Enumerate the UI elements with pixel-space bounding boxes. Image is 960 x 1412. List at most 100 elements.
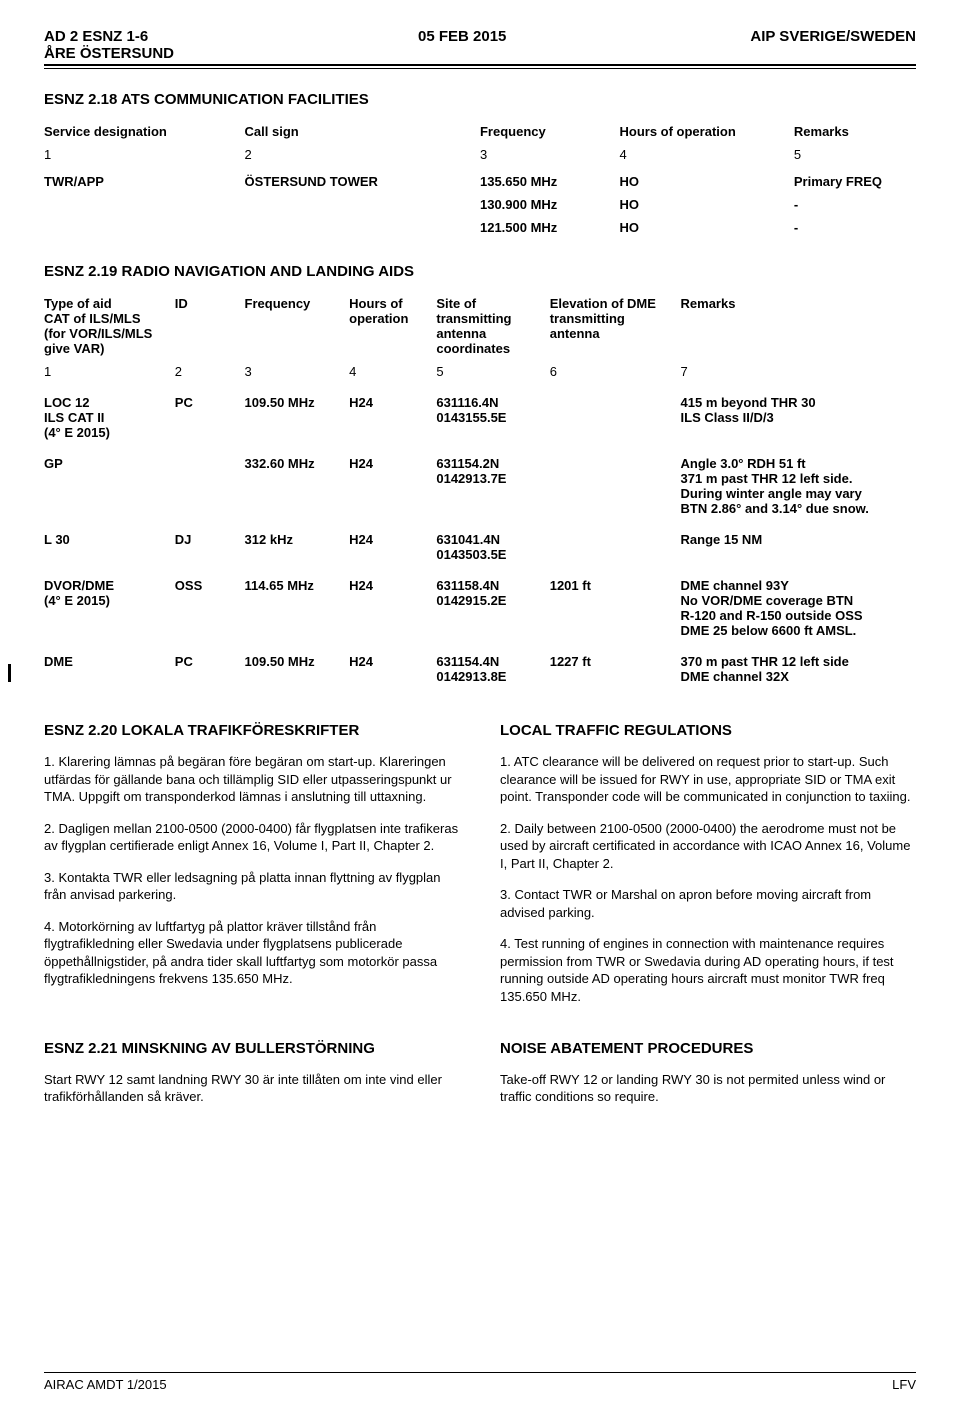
table-cell bbox=[245, 214, 480, 237]
page: AD 2 ESNZ 1-6 ÅRE ÖSTERSUND 05 FEB 2015 … bbox=[0, 0, 960, 1412]
table-cell: 631154.4N 0142913.8E bbox=[436, 648, 549, 694]
col-num: 1 bbox=[44, 145, 245, 172]
table-cell bbox=[245, 191, 480, 214]
table-cell: 312 kHz bbox=[245, 526, 350, 572]
section-220-right-para: 4. Test running of engines in connection… bbox=[500, 935, 916, 1005]
header-right: AIP SVERIGE/SWEDEN bbox=[750, 28, 916, 62]
footer-right: LFV bbox=[892, 1377, 916, 1392]
section-220-right-title: LOCAL TRAFFIC REGULATIONS bbox=[500, 722, 916, 739]
col-num: 1 bbox=[44, 362, 175, 389]
table-cell: HO bbox=[620, 172, 794, 191]
table-cell: Angle 3.0° RDH 51 ft 371 m past THR 12 l… bbox=[681, 450, 916, 526]
col-num: 3 bbox=[245, 362, 350, 389]
col-header: Call sign bbox=[245, 122, 480, 145]
table-cell: HO bbox=[620, 191, 794, 214]
table-cell: H24 bbox=[349, 648, 436, 694]
table-cell: ÖSTERSUND TOWER bbox=[245, 172, 480, 191]
section-220-left: ESNZ 2.20 LOKALA TRAFIKFÖRESKRIFTER 1. K… bbox=[44, 722, 460, 1020]
table-cell: 332.60 MHz bbox=[245, 450, 350, 526]
table-header-row: Type of aid CAT of ILS/MLS (for VOR/ILS/… bbox=[44, 294, 916, 362]
col-num: 4 bbox=[620, 145, 794, 172]
section-220-right-para: 2. Daily between 2100-0500 (2000-0400) t… bbox=[500, 820, 916, 873]
table-cell bbox=[44, 191, 245, 214]
section-219-title: ESNZ 2.19 RADIO NAVIGATION AND LANDING A… bbox=[44, 263, 916, 280]
col-header: ID bbox=[175, 294, 245, 362]
table-row: GP332.60 MHzH24631154.2N 0142913.7EAngle… bbox=[44, 450, 916, 526]
table-cell: DME bbox=[44, 648, 175, 694]
col-num: 5 bbox=[436, 362, 549, 389]
table-218: Service designation Call sign Frequency … bbox=[44, 122, 916, 237]
table-cell: 121.500 MHz bbox=[480, 214, 620, 237]
table-cell: TWR/APP bbox=[44, 172, 245, 191]
table-cell: PC bbox=[175, 648, 245, 694]
table-cell: H24 bbox=[349, 450, 436, 526]
col-header: Remarks bbox=[794, 122, 916, 145]
table-row: L 30DJ312 kHzH24631041.4N 0143503.5ERang… bbox=[44, 526, 916, 572]
table-cell: 135.650 MHz bbox=[480, 172, 620, 191]
col-header: Frequency bbox=[480, 122, 620, 145]
section-220-left-para: 2. Dagligen mellan 2100-0500 (2000-0400)… bbox=[44, 820, 460, 855]
table-cell bbox=[550, 450, 681, 526]
col-header: Frequency bbox=[245, 294, 350, 362]
table-cell: H24 bbox=[349, 389, 436, 450]
table-cell: OSS bbox=[175, 572, 245, 648]
table-row: 121.500 MHzHO- bbox=[44, 214, 916, 237]
table-row: DMEPC109.50 MHzH24631154.4N 0142913.8E12… bbox=[44, 648, 916, 694]
page-footer: AIRAC AMDT 1/2015 LFV bbox=[44, 1372, 916, 1392]
table-cell: DVOR/DME (4° E 2015) bbox=[44, 572, 175, 648]
col-header: Hours of operation bbox=[620, 122, 794, 145]
col-num: 5 bbox=[794, 145, 916, 172]
table-cell: PC bbox=[175, 389, 245, 450]
col-header: Hours of operation bbox=[349, 294, 436, 362]
table-colnum-row: 1 2 3 4 5 6 7 bbox=[44, 362, 916, 389]
col-num: 4 bbox=[349, 362, 436, 389]
table-cell: L 30 bbox=[44, 526, 175, 572]
table-cell: 631116.4N 0143155.5E bbox=[436, 389, 549, 450]
table-cell bbox=[550, 526, 681, 572]
section-220-right-para: 3. Contact TWR or Marshal on apron befor… bbox=[500, 886, 916, 921]
table-cell: 1227 ft bbox=[550, 648, 681, 694]
table-219: Type of aid CAT of ILS/MLS (for VOR/ILS/… bbox=[44, 294, 916, 694]
table-cell bbox=[550, 389, 681, 450]
table-row: DVOR/DME (4° E 2015)OSS114.65 MHzH246311… bbox=[44, 572, 916, 648]
col-header: Remarks bbox=[681, 294, 916, 362]
section-220-right: LOCAL TRAFFIC REGULATIONS 1. ATC clearan… bbox=[500, 722, 916, 1020]
section-221-left-title: ESNZ 2.21 MINSKNING AV BULLERSTÖRNING bbox=[44, 1040, 460, 1057]
col-num: 7 bbox=[681, 362, 916, 389]
table-cell: - bbox=[794, 214, 916, 237]
table-cell: - bbox=[794, 191, 916, 214]
section-221-right-para: Take-off RWY 12 or landing RWY 30 is not… bbox=[500, 1071, 916, 1106]
table-cell: DJ bbox=[175, 526, 245, 572]
table-row: 130.900 MHzHO- bbox=[44, 191, 916, 214]
section-220-left-para: 1. Klarering lämnas på begäran före begä… bbox=[44, 753, 460, 806]
header-center: 05 FEB 2015 bbox=[418, 28, 506, 62]
table-cell: DME channel 93Y No VOR/DME coverage BTN … bbox=[681, 572, 916, 648]
table-cell: HO bbox=[620, 214, 794, 237]
table-row: TWR/APPÖSTERSUND TOWER135.650 MHzHOPrima… bbox=[44, 172, 916, 191]
page-header: AD 2 ESNZ 1-6 ÅRE ÖSTERSUND 05 FEB 2015 … bbox=[44, 28, 916, 66]
col-num: 2 bbox=[245, 145, 480, 172]
col-num: 6 bbox=[550, 362, 681, 389]
table-cell: H24 bbox=[349, 572, 436, 648]
table-row: LOC 12 ILS CAT II (4° E 2015)PC109.50 MH… bbox=[44, 389, 916, 450]
table-cell: Primary FREQ bbox=[794, 172, 916, 191]
table-cell: 631154.2N 0142913.7E bbox=[436, 450, 549, 526]
col-num: 3 bbox=[480, 145, 620, 172]
table-cell: 631041.4N 0143503.5E bbox=[436, 526, 549, 572]
table-cell: H24 bbox=[349, 526, 436, 572]
section-218-title: ESNZ 2.18 ATS COMMUNICATION FACILITIES bbox=[44, 91, 916, 108]
section-221-right: NOISE ABATEMENT PROCEDURES Take-off RWY … bbox=[500, 1040, 916, 1120]
table-cell: 114.65 MHz bbox=[245, 572, 350, 648]
col-num: 2 bbox=[175, 362, 245, 389]
section-220-left-title: ESNZ 2.20 LOKALA TRAFIKFÖRESKRIFTER bbox=[44, 722, 460, 739]
section-220: ESNZ 2.20 LOKALA TRAFIKFÖRESKRIFTER 1. K… bbox=[44, 722, 916, 1020]
table-cell: 415 m beyond THR 30 ILS Class II/D/3 bbox=[681, 389, 916, 450]
table-colnum-row: 1 2 3 4 5 bbox=[44, 145, 916, 172]
table-cell bbox=[175, 450, 245, 526]
section-220-right-para: 1. ATC clearance will be delivered on re… bbox=[500, 753, 916, 806]
table-header-row: Service designation Call sign Frequency … bbox=[44, 122, 916, 145]
section-221-left-para: Start RWY 12 samt landning RWY 30 är int… bbox=[44, 1071, 460, 1106]
section-220-left-para: 4. Motorkörning av luftfartyg på plattor… bbox=[44, 918, 460, 988]
section-221-left: ESNZ 2.21 MINSKNING AV BULLERSTÖRNING St… bbox=[44, 1040, 460, 1120]
table-cell: 109.50 MHz bbox=[245, 389, 350, 450]
